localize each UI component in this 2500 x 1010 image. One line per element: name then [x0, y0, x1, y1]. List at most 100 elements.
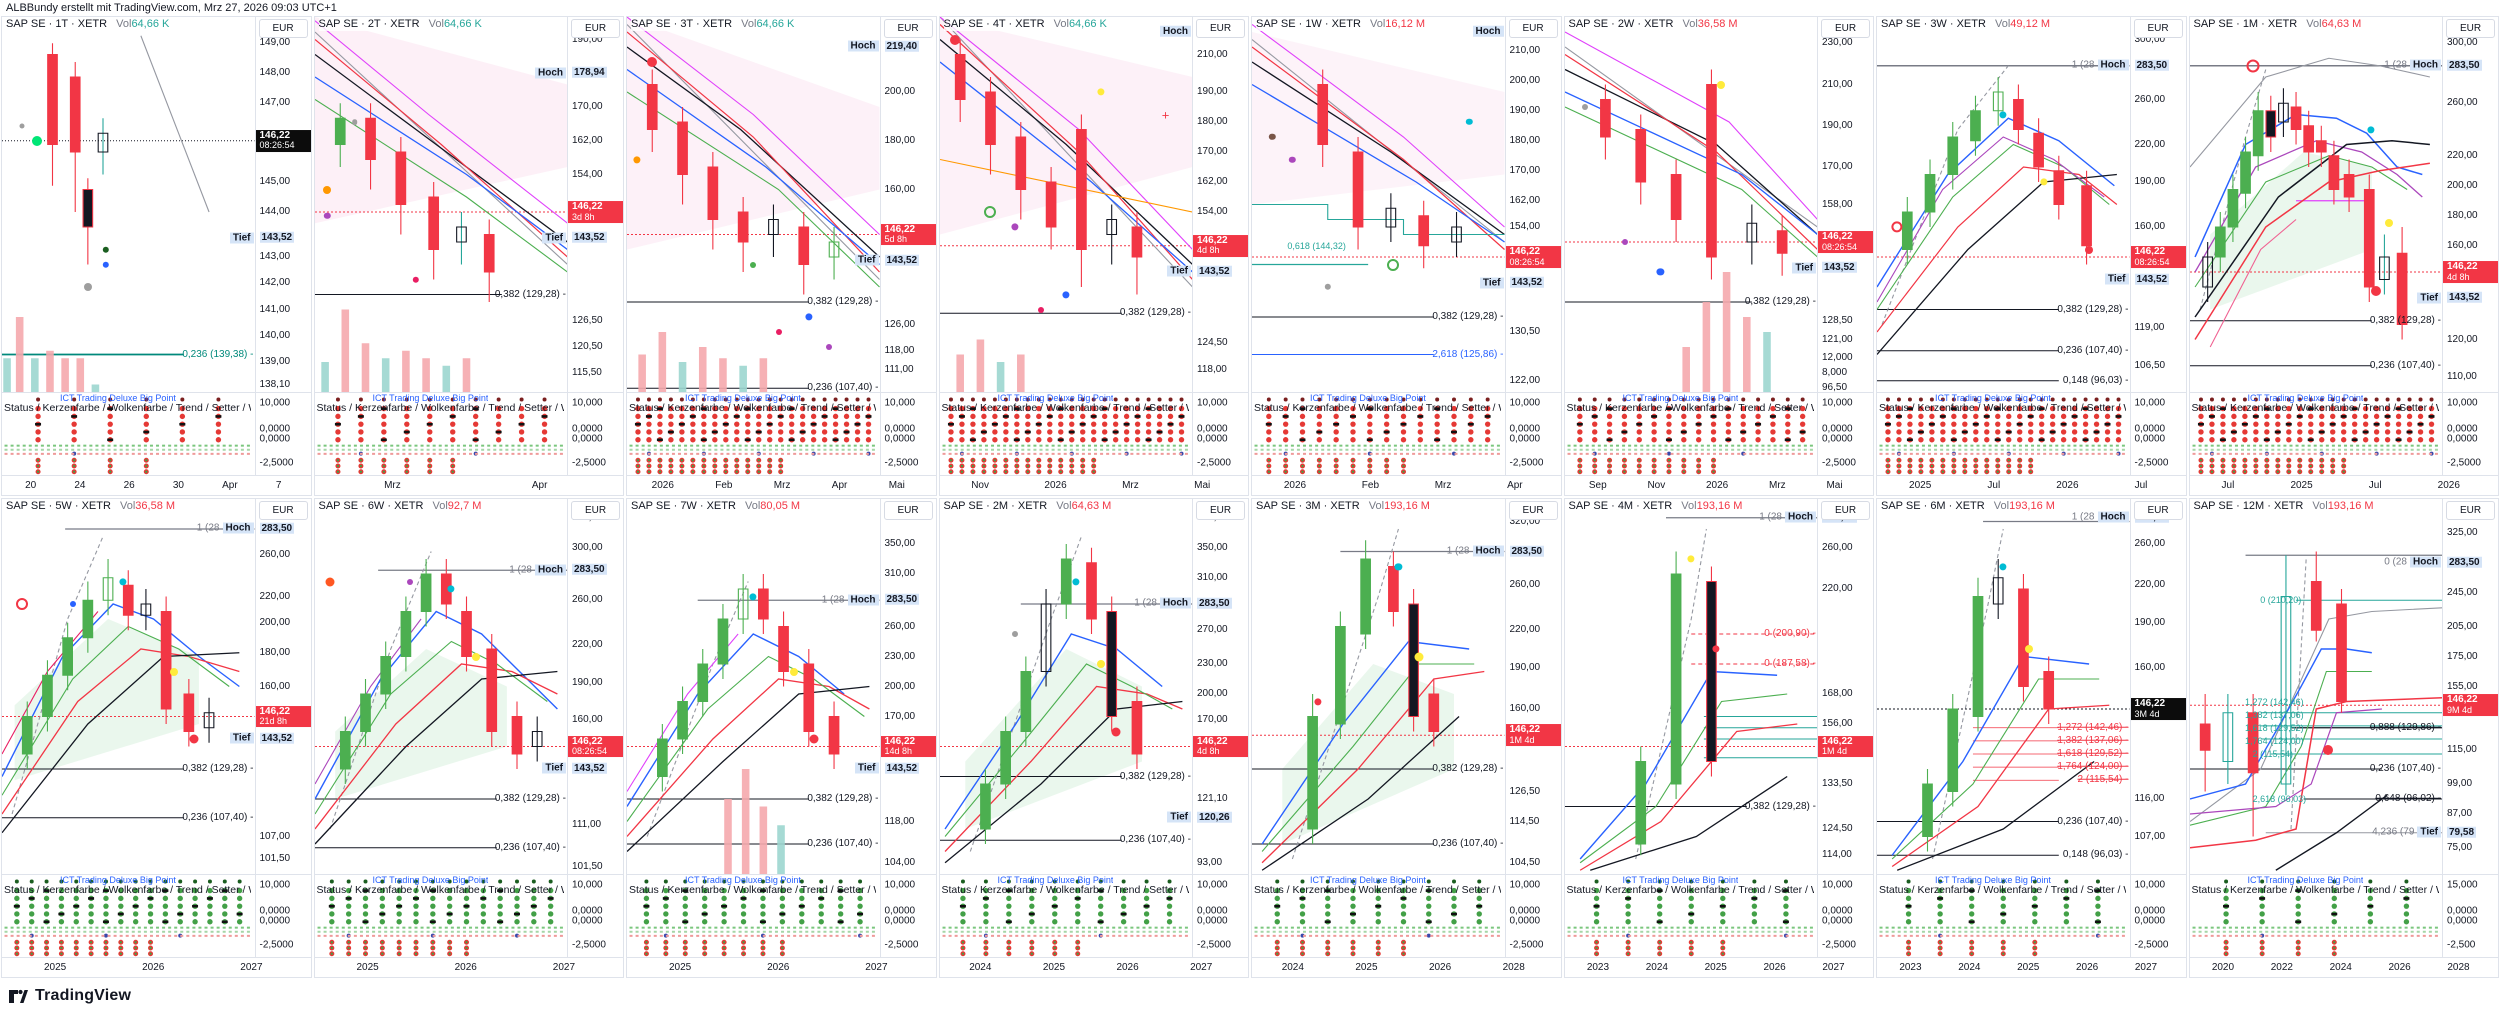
time-axis[interactable]: 2025 2026 2027 — [627, 957, 936, 977]
currency-button[interactable]: EUR — [1508, 501, 1558, 520]
currency-button[interactable]: EUR — [883, 19, 933, 38]
indicator-pane[interactable]: ICT Trading Deluxe Big Point Status / Ke… — [1252, 875, 1505, 957]
currency-button[interactable]: EUR — [883, 501, 933, 520]
price-axis[interactable]: EUR Hoch 210,00 190,00 180,00 170,00 162,00 15… — [1120, 17, 1248, 392]
chart-plot-area[interactable]: SAP SE · 7W · XETR Vol80,05 M — [627, 499, 880, 874]
chart-plot-area[interactable]: SAP SE · 1W · XETR Vol16,12 M 0,618 (144… — [1252, 17, 1505, 392]
chart-plot-area[interactable]: SAP SE · 5W · XETR Vol36,58 M — [2, 499, 255, 874]
currency-button[interactable]: EUR — [2133, 19, 2183, 38]
time-axis[interactable]: 2020 2022 2024 2026 2028 — [2189, 957, 2498, 977]
currency-button[interactable]: EUR — [2133, 501, 2183, 520]
price-axis[interactable]: EUR 300,00 1 (28 Hoch 283,50 260,00 220,00 190… — [2057, 17, 2186, 392]
time-axis[interactable]: Nov 2026 Mrz Mai — [939, 475, 1248, 495]
price-axis[interactable]: EUR 320,00 1 (28 Hoch 283,50 260,00 220,00 190… — [1432, 499, 1561, 874]
price-axis[interactable]: EUR 190,00 Hoch 178,94 170,00 162,00 154,00 14… — [495, 17, 623, 392]
time-axis[interactable]: 20 24 26 30 Apr 7 — [2, 475, 311, 495]
chart-plot-area[interactable]: SAP SE · 6M · XETR Vol193,16 M — [1877, 499, 2130, 874]
chart-legend[interactable]: SAP SE · 3M · XETR Vol193,16 M — [1256, 500, 1433, 513]
currency-button[interactable]: EUR — [1196, 501, 1245, 520]
currency-button[interactable]: EUR — [1821, 19, 1870, 38]
time-axis[interactable]: 2023 2024 2025 2026 2027 — [1877, 957, 2186, 977]
indicator-pane[interactable]: ICT Trading Deluxe Big Point Status / Ke… — [1877, 393, 2130, 475]
chart-legend[interactable]: SAP SE · 3T · XETR Vol64,66 K — [631, 18, 798, 31]
currency-button[interactable]: EUR — [1508, 19, 1558, 38]
indicator-pane[interactable]: ICT Trading Deluxe Big Point Status / Ke… — [315, 875, 568, 957]
time-axis[interactable]: 2024 2025 2026 2027 — [939, 957, 1248, 977]
time-axis[interactable]: 2025 Jul 2026 Jul — [1877, 475, 2186, 495]
price-axis[interactable]: EUR Hoch 210,00 200,00 190,00 180,00 170,00 16… — [1432, 17, 1561, 392]
chart-plot-area[interactable]: SAP SE · 1M · XETR Vol64,63 M — [2190, 17, 2443, 392]
indicator-pane[interactable]: ICT Trading Deluxe Big Point Status / Ke… — [1877, 875, 2130, 957]
time-axis[interactable]: Mrz Apr — [314, 475, 623, 495]
chart-plot-area[interactable]: SAP SE · 2T · XETR Vol64,66 K — [314, 17, 567, 392]
indicator-pane[interactable]: ICT Trading Deluxe Big Point Status / Ke… — [2190, 875, 2443, 957]
chart-legend[interactable]: SAP SE · 6W · XETR Vol92,7 M — [318, 500, 485, 513]
currency-button[interactable]: EUR — [571, 19, 620, 38]
tradingview-footer[interactable]: TradingView — [8, 986, 131, 1006]
chart-plot-area[interactable]: SAP SE · 4T · XETR Vol64,66 K + — [939, 17, 1192, 392]
chart-legend[interactable]: SAP SE · 12M · XETR Vol193,16 M — [2193, 500, 2377, 513]
currency-button[interactable]: EUR — [2446, 19, 2495, 38]
chart-plot-area[interactable]: SAP SE · 3T · XETR Vol64,66 K — [627, 17, 880, 392]
chart-legend[interactable]: SAP SE · 4M · XETR Vol193,16 M — [1568, 500, 1746, 513]
chart-plot-area[interactable]: SAP SE · 4M · XETR Vol193,16 M — [1565, 499, 1818, 874]
time-axis[interactable]: 2025 2026 2027 — [2, 957, 311, 977]
currency-button[interactable]: EUR — [1821, 501, 1870, 520]
chart-legend[interactable]: SAP SE · 2M · XETR Vol64,63 M — [943, 500, 1115, 513]
indicator-pane[interactable]: ICT Trading Deluxe Big Point Status / Ke… — [1565, 875, 1818, 957]
time-axis-label: 2025 — [356, 962, 379, 973]
time-axis-label: 2028 — [1502, 962, 1525, 973]
time-axis[interactable]: 2025 2026 2027 — [314, 957, 623, 977]
price-axis[interactable]: EUR 149,00 148,00 147,00 146,22 08:26:54 145,… — [182, 17, 311, 392]
currency-button[interactable]: EUR — [258, 501, 308, 520]
price-axis[interactable]: EUR 230,00 210,00 190,00 170,00 158,00 146,22… — [1745, 17, 1873, 393]
chart-legend[interactable]: SAP SE · 4T · XETR Vol64,66 K — [943, 18, 1110, 31]
chart-legend[interactable]: SAP SE · 7W · XETR Vol80,05 M — [631, 500, 804, 513]
chart-legend[interactable]: SAP SE · 1W · XETR Vol16,12 M — [1256, 18, 1429, 31]
currency-button[interactable]: EUR — [571, 501, 620, 520]
chart-plot-area[interactable]: SAP SE · 12M · XETR Vol193,16 M 0 (210,2… — [2190, 499, 2443, 874]
indicator-pane[interactable]: ICT Trading Deluxe Big Point Status / Ke… — [2190, 393, 2443, 475]
chart-plot-area[interactable]: SAP SE · 2W · XETR Vol36,58 M — [1565, 17, 1818, 392]
currency-button[interactable]: EUR — [258, 19, 308, 38]
indicator-pane[interactable]: ICT Trading Deluxe Big Point Status / Ke… — [627, 875, 880, 957]
chart-legend[interactable]: SAP SE · 2T · XETR Vol64,66 K — [318, 18, 485, 31]
time-axis[interactable]: 2026 Feb Mrz Apr Mai — [627, 475, 936, 495]
price-axis[interactable]: EUR 300,00 1 (28 Hoch 283,50 260,00 220,00 200… — [2370, 17, 2498, 392]
price-axis[interactable]: EUR 1 (28 Hoch 283,50 260,00 220,00 200,00 180… — [182, 499, 311, 874]
chart-plot-area[interactable]: SAP SE · 3W · XETR Vol49,12 M — [1877, 17, 2130, 392]
currency-button[interactable]: EUR — [1196, 19, 1245, 38]
price-axis[interactable]: EUR 340,00300,001 (28Hoch283,50260,00220… — [495, 499, 623, 874]
indicator-pane[interactable]: ICT Trading Deluxe Big Point Status / Ke… — [2, 393, 255, 475]
chart-plot-area[interactable]: SAP SE · 2M · XETR Vol64,63 M — [940, 499, 1193, 874]
chart-legend[interactable]: SAP SE · 6M · XETR Vol193,16 M — [1881, 500, 2058, 513]
price-axis-label: 170,00 — [1197, 145, 1228, 157]
price-axis[interactable]: EUR 375,00325,000 (28Hoch283,50245,00205… — [2370, 499, 2498, 874]
currency-button[interactable]: EUR — [2446, 501, 2495, 520]
chart-plot-area[interactable]: SAP SE · 1T · XETR Vol64,66 K — [2, 17, 255, 392]
chart-legend[interactable]: SAP SE · 1M · XETR Vol64,63 M — [2193, 18, 2365, 31]
time-axis-label: 24 — [74, 480, 86, 491]
price-axis[interactable]: EUR 1 (28Hoch283,50260,00220,00190,00160… — [2057, 499, 2186, 874]
time-axis[interactable]: Jul 2025 Jul 2026 — [2189, 475, 2498, 495]
chart-legend[interactable]: SAP SE · 2W · XETR Vol36,58 M — [1568, 18, 1741, 31]
time-axis[interactable]: Sep Nov 2026 Mrz Mai — [1564, 475, 1873, 495]
chart-legend[interactable]: SAP SE · 3W · XETR Vol49,12 M — [1881, 18, 2054, 31]
time-axis[interactable]: 2024 2025 2026 2028 — [1252, 957, 1561, 977]
chart-plot-area[interactable]: SAP SE · 6W · XETR Vol92,7 M — [315, 499, 568, 874]
indicator-pane[interactable]: ICT Trading Deluxe Big Point Status / Ke… — [940, 393, 1193, 475]
chart-legend[interactable]: SAP SE · 5W · XETR Vol36,58 M — [6, 500, 179, 513]
indicator-pane[interactable]: ICT Trading Deluxe Big Point Status / Ke… — [940, 875, 1193, 957]
indicator-pane[interactable]: ICT Trading Deluxe Big Point Status / Ke… — [315, 393, 568, 475]
time-axis[interactable]: 2026 Feb Mrz Apr — [1252, 475, 1561, 495]
indicator-pane[interactable]: ICT Trading Deluxe Big Point Status / Ke… — [627, 393, 880, 475]
time-axis[interactable]: 2023 2024 2025 2026 2027 — [1564, 957, 1873, 977]
price-axis[interactable]: EUR Hoch 219,40 200,00 180,00 160,00 146,22 5d… — [807, 17, 936, 393]
indicator-pane[interactable]: ICT Trading Deluxe Big Point Status / Ke… — [1252, 393, 1505, 475]
chart-legend[interactable]: SAP SE · 1T · XETR Vol64,66 K — [6, 18, 173, 31]
indicator-pane[interactable]: ICT Trading Deluxe Big Point Status / Ke… — [2, 875, 255, 957]
indicator-pane[interactable]: ICT Trading Deluxe Big Point Status / Ke… — [1565, 393, 1818, 475]
